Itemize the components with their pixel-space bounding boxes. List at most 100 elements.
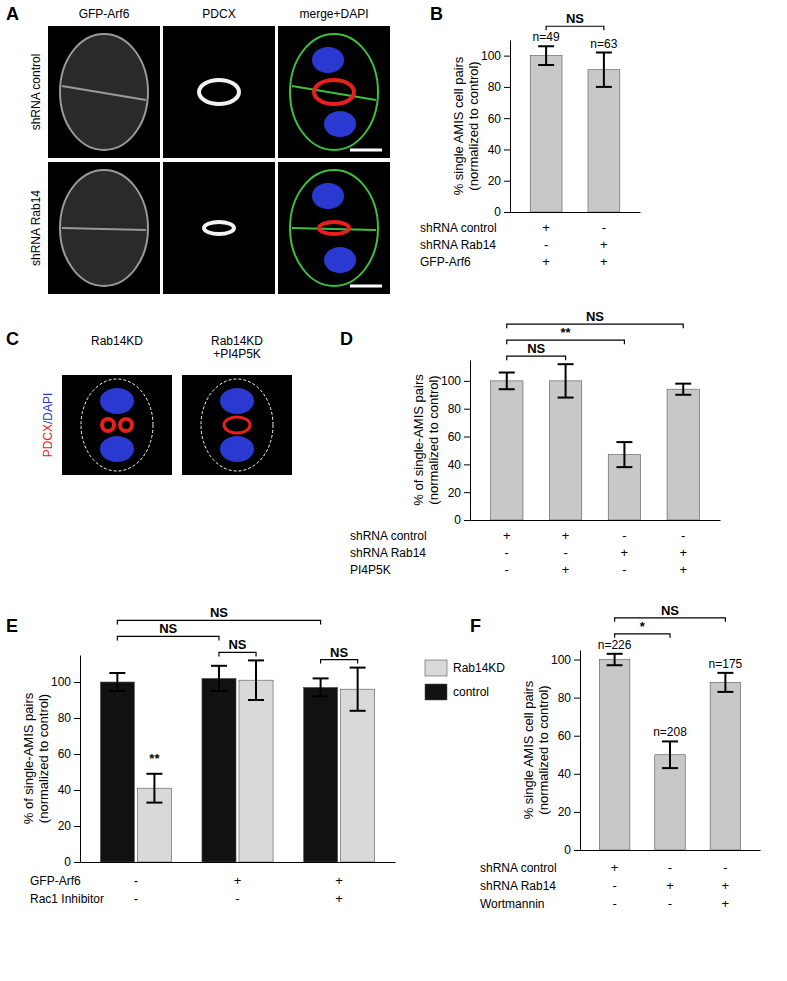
y-axis: 020406080100 bbox=[441, 361, 471, 528]
condition-value: - bbox=[563, 545, 567, 560]
condition-value: + bbox=[335, 873, 343, 888]
condition-value: - bbox=[505, 562, 509, 577]
condition-label: shRNA control bbox=[480, 861, 557, 875]
panel-label: E bbox=[6, 616, 18, 636]
error-cap bbox=[499, 388, 515, 390]
scale-bar bbox=[350, 149, 382, 152]
condition-value: + bbox=[234, 873, 242, 888]
panel-label: F bbox=[470, 616, 481, 636]
significance-bracket bbox=[615, 634, 670, 638]
error-stem bbox=[218, 666, 220, 691]
lumen bbox=[204, 222, 234, 234]
tick-label: 40 bbox=[58, 783, 72, 797]
tick-mark bbox=[464, 437, 470, 438]
error-stem bbox=[506, 373, 508, 390]
panel-label: D bbox=[340, 329, 353, 349]
error-cap bbox=[109, 672, 125, 674]
error-stem bbox=[545, 46, 547, 65]
significance-label: ** bbox=[561, 325, 572, 340]
condition-value: - bbox=[723, 860, 727, 875]
condition-value: - bbox=[602, 220, 606, 235]
n-label: n=175 bbox=[709, 657, 743, 671]
condition-value: - bbox=[668, 860, 672, 875]
condition-label: shRNA control bbox=[350, 529, 427, 543]
x-axis bbox=[81, 862, 396, 864]
error-cap bbox=[248, 699, 264, 701]
condition-value: + bbox=[542, 220, 550, 235]
column-label: Rab14KD+PI4P5K bbox=[211, 334, 263, 361]
significance-label: NS bbox=[210, 605, 228, 620]
condition-value: + bbox=[722, 896, 730, 911]
bar bbox=[549, 381, 581, 520]
cell-junction bbox=[62, 228, 146, 230]
tick-label: 20 bbox=[448, 486, 462, 500]
error-cap bbox=[558, 397, 574, 399]
error-cap bbox=[146, 773, 162, 775]
error-cap bbox=[607, 664, 623, 666]
condition-label: Rac1 Inhibitor bbox=[30, 892, 104, 906]
y-axis: 020406080100 bbox=[481, 41, 511, 220]
plot-area bbox=[599, 654, 740, 850]
cell-junction bbox=[292, 86, 376, 100]
axis-line bbox=[511, 212, 641, 213]
micrograph bbox=[163, 26, 275, 158]
significance-bracket bbox=[546, 26, 604, 30]
condition-value: + bbox=[621, 545, 629, 560]
image-background bbox=[163, 26, 275, 158]
error-cap bbox=[146, 802, 162, 804]
cell-outline bbox=[201, 379, 273, 471]
y-tick: 60 bbox=[448, 430, 470, 444]
tick-label: 20 bbox=[558, 805, 572, 819]
cell-outline bbox=[81, 379, 153, 471]
tick-mark bbox=[464, 464, 470, 465]
y-tick: 0 bbox=[454, 513, 470, 527]
error-cap bbox=[596, 52, 612, 54]
y-tick: 60 bbox=[558, 729, 580, 743]
y-tick: 100 bbox=[51, 675, 80, 689]
condition-value: + bbox=[335, 891, 343, 906]
error-cap bbox=[248, 659, 264, 661]
lumen bbox=[199, 80, 239, 104]
error-stem bbox=[153, 774, 155, 803]
error-cap bbox=[662, 767, 678, 769]
condition-value: - bbox=[681, 528, 685, 543]
error-stem bbox=[623, 442, 625, 467]
tick-mark bbox=[464, 409, 470, 410]
error-stem bbox=[565, 364, 567, 397]
nucleus bbox=[100, 388, 134, 414]
nucleus bbox=[324, 111, 356, 137]
tick-mark bbox=[74, 862, 80, 863]
y-tick: 40 bbox=[488, 143, 510, 157]
error-cap bbox=[211, 690, 227, 692]
error-bar bbox=[675, 384, 691, 395]
tick-label: 80 bbox=[558, 691, 572, 705]
significance-label: NS bbox=[661, 603, 679, 618]
significance-bracket bbox=[507, 324, 683, 328]
plot-area bbox=[100, 660, 374, 862]
y-axis-label: % of single-AMIS pairs(normalized to con… bbox=[21, 692, 51, 824]
y-tick: 100 bbox=[481, 49, 510, 63]
tick-label: 60 bbox=[488, 112, 502, 126]
significance-label: NS bbox=[527, 341, 545, 356]
bar bbox=[655, 755, 685, 850]
error-bar bbox=[607, 654, 623, 665]
axis-line bbox=[580, 651, 581, 851]
bar bbox=[710, 682, 740, 850]
error-bar bbox=[313, 678, 329, 696]
tick-label: 0 bbox=[564, 843, 571, 857]
plot-area bbox=[530, 46, 620, 212]
tick-mark bbox=[574, 698, 580, 699]
y-tick: 40 bbox=[448, 458, 470, 472]
y-tick: 60 bbox=[488, 112, 510, 126]
tick-mark bbox=[574, 736, 580, 737]
y-axis-label: % single AMIS cell pairs(normalized to c… bbox=[451, 56, 481, 195]
tick-label: 80 bbox=[448, 402, 462, 416]
bar bbox=[304, 687, 338, 862]
cell-outline bbox=[60, 170, 148, 286]
significance-label: NS bbox=[228, 637, 246, 652]
condition-value: - bbox=[134, 891, 138, 906]
significance-bracket bbox=[117, 636, 219, 640]
tick-mark bbox=[464, 492, 470, 493]
legend-swatch bbox=[425, 684, 447, 700]
bar bbox=[341, 689, 375, 862]
